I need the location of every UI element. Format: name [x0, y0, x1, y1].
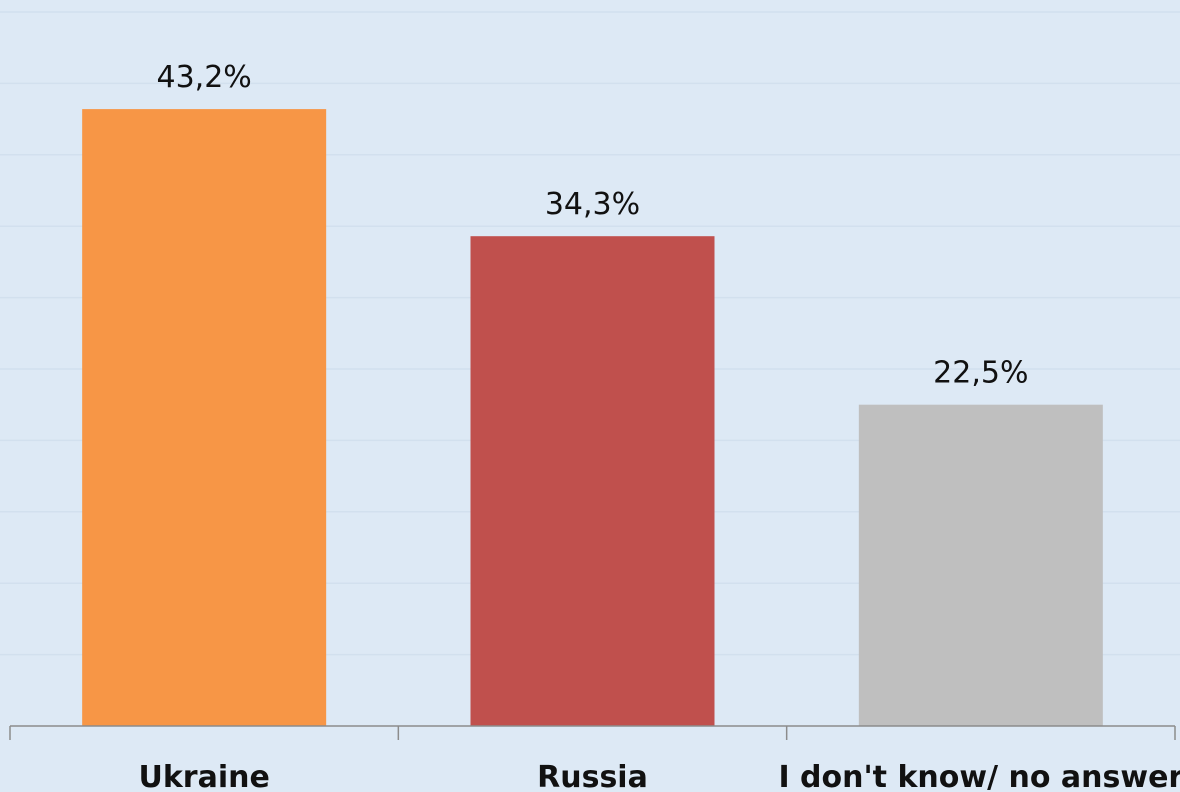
data-label-2: 34,3%	[545, 187, 640, 222]
category-label-1: Ukraine	[138, 760, 269, 792]
value-labels: 43,2% 34,3% 22,5%	[157, 60, 1029, 391]
bar-1	[82, 109, 327, 726]
category-label-2: Russia	[537, 760, 648, 792]
bar-2	[470, 236, 715, 727]
category-labels: Ukraine Russia I don't know/ no answer	[138, 760, 1180, 792]
x-axis	[9, 725, 1176, 740]
bars	[82, 109, 1103, 727]
data-label-1: 43,2%	[157, 60, 252, 95]
bar-3	[858, 404, 1103, 726]
data-label-3: 22,5%	[933, 356, 1028, 391]
category-label-3: I don't know/ no answer	[778, 760, 1180, 792]
